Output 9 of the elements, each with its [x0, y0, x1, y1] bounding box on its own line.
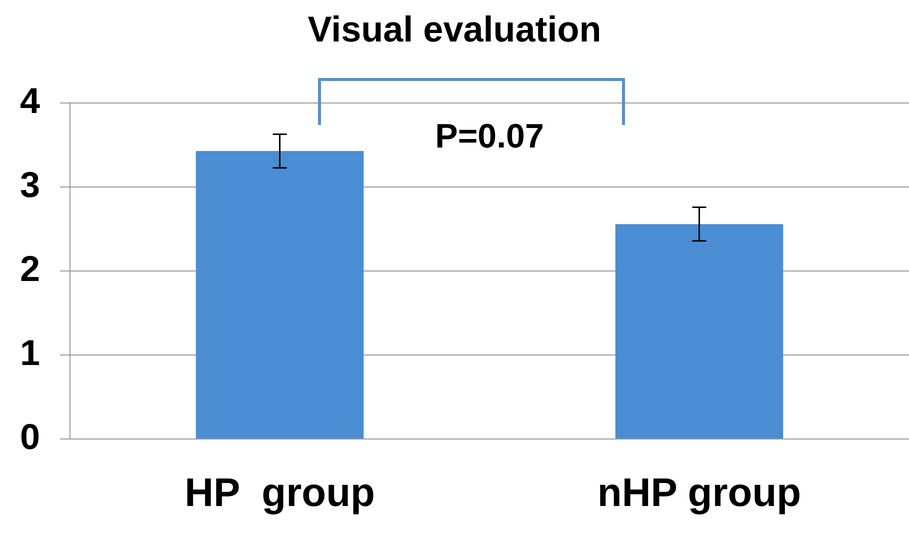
y-tick-label: 2 — [20, 248, 40, 290]
chart-title: Visual evaluation — [308, 8, 602, 50]
x-tick-label: nHP group — [597, 471, 802, 516]
y-tick-label: 0 — [20, 416, 40, 457]
y-tick-label: 4 — [20, 80, 40, 122]
y-tick-label: 1 — [20, 332, 40, 373]
x-tick-label: HP group — [184, 471, 375, 516]
y-tick-label: 3 — [20, 164, 40, 206]
annotation: P=0.07 — [435, 118, 544, 156]
